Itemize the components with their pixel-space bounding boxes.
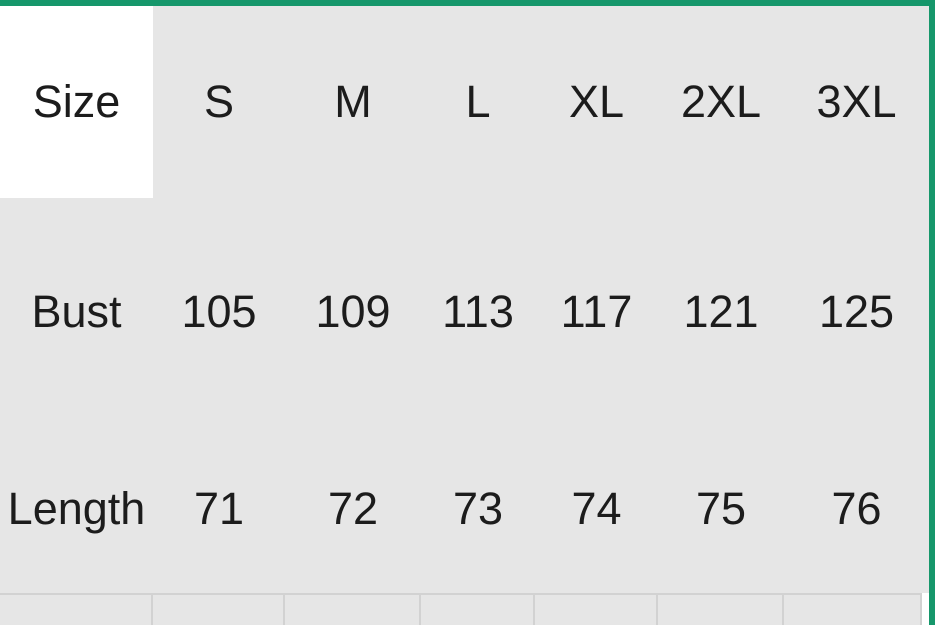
bust-value-l[interactable]: 113 — [442, 285, 514, 337]
bust-value-s[interactable]: 105 — [181, 285, 257, 337]
length-value-l[interactable]: 73 — [452, 483, 504, 534]
bust-value-2xl[interactable]: 121 — [683, 285, 759, 337]
empty-cell[interactable] — [535, 595, 658, 625]
top-accent-border — [0, 0, 935, 6]
length-value-xl[interactable]: 74 — [571, 483, 622, 534]
empty-cell[interactable] — [784, 595, 922, 625]
empty-cell[interactable] — [153, 595, 285, 625]
header-cell-s[interactable]: S — [203, 76, 234, 127]
header-cell-3xl[interactable]: 3XL — [816, 76, 897, 127]
empty-cell[interactable] — [658, 595, 784, 625]
length-value-m[interactable]: 72 — [327, 483, 379, 534]
empty-spreadsheet-row — [0, 595, 922, 625]
empty-cell[interactable] — [421, 595, 535, 625]
bust-value-m[interactable]: 109 — [315, 285, 391, 337]
header-cell-m[interactable]: M — [334, 76, 372, 127]
length-value-2xl[interactable]: 75 — [695, 483, 747, 534]
header-cell-l[interactable]: L — [465, 76, 491, 127]
size-chart-table: Size S M L XL 2XL 3XL Bust 105 109 113 1… — [0, 6, 929, 593]
length-value-3xl[interactable]: 76 — [831, 483, 882, 534]
empty-cell[interactable] — [0, 595, 153, 625]
right-accent-border — [929, 0, 935, 625]
length-value-s[interactable]: 71 — [193, 483, 245, 534]
bust-value-3xl[interactable]: 125 — [818, 285, 895, 337]
row-label-length[interactable]: Length — [7, 483, 146, 534]
header-cell-size[interactable]: Size — [0, 6, 153, 198]
header-cell-xl[interactable]: XL — [568, 76, 625, 127]
empty-cell[interactable] — [285, 595, 421, 625]
header-cell-2xl[interactable]: 2XL — [680, 76, 762, 127]
horizontal-gridline — [0, 593, 922, 595]
row-label-bust[interactable]: Bust — [31, 285, 122, 337]
bust-value-xl[interactable]: 117 — [560, 285, 633, 337]
